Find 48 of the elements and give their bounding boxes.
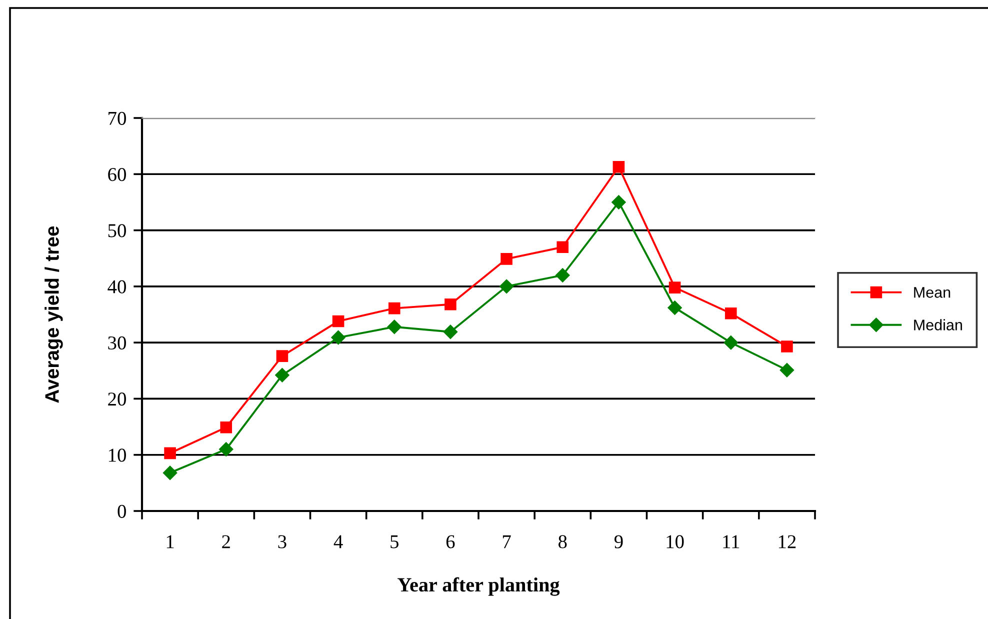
- x-tick-label: 10: [666, 535, 684, 548]
- x-tick-label: 7: [502, 535, 511, 548]
- y-tick-label: 30: [108, 336, 126, 350]
- y-tick-label: 60: [108, 168, 126, 182]
- x-tick-label: 3: [278, 535, 286, 548]
- point: [668, 282, 681, 294]
- legend-label: Mean: [914, 287, 950, 298]
- point: [781, 340, 793, 352]
- point: [612, 160, 625, 173]
- y-tick-label: 70: [108, 112, 126, 125]
- y-tick-label: 10: [108, 448, 126, 462]
- x-axis-title: Year after planting: [398, 577, 560, 596]
- point: [443, 324, 458, 339]
- point: [556, 241, 569, 254]
- point: [331, 330, 346, 345]
- x-tick-label: 8: [558, 535, 567, 548]
- point: [276, 350, 288, 362]
- x-tick-label: 1: [166, 535, 174, 548]
- point: [724, 335, 738, 350]
- y-tick-label: 20: [108, 392, 126, 406]
- point: [275, 368, 290, 382]
- legend-label: Median: [914, 319, 962, 330]
- y-tick-label: 50: [108, 224, 126, 238]
- x-tick-label: 12: [778, 535, 796, 548]
- x-tick-label: 9: [614, 535, 623, 548]
- point: [612, 195, 626, 210]
- point: [780, 363, 794, 378]
- x-tick-label: 6: [446, 535, 455, 548]
- point: [220, 421, 232, 434]
- point: [162, 466, 178, 480]
- y-tick-label: 40: [108, 280, 126, 294]
- y-tick-label: 0: [118, 504, 126, 518]
- point: [332, 315, 344, 328]
- x-tick-label: 11: [723, 535, 740, 548]
- point: [164, 447, 176, 460]
- point: [219, 442, 234, 456]
- point: [499, 279, 514, 294]
- point: [387, 320, 402, 334]
- point: [724, 307, 737, 320]
- point: [444, 298, 456, 310]
- y-axis-title: Average yield / tree: [44, 226, 63, 403]
- point: [556, 268, 570, 282]
- point: [668, 300, 682, 315]
- point: [388, 302, 400, 314]
- point: [500, 253, 512, 265]
- x-tick-label: 5: [390, 535, 398, 548]
- x-tick-label: 4: [334, 535, 343, 548]
- x-tick-label: 2: [222, 535, 230, 548]
